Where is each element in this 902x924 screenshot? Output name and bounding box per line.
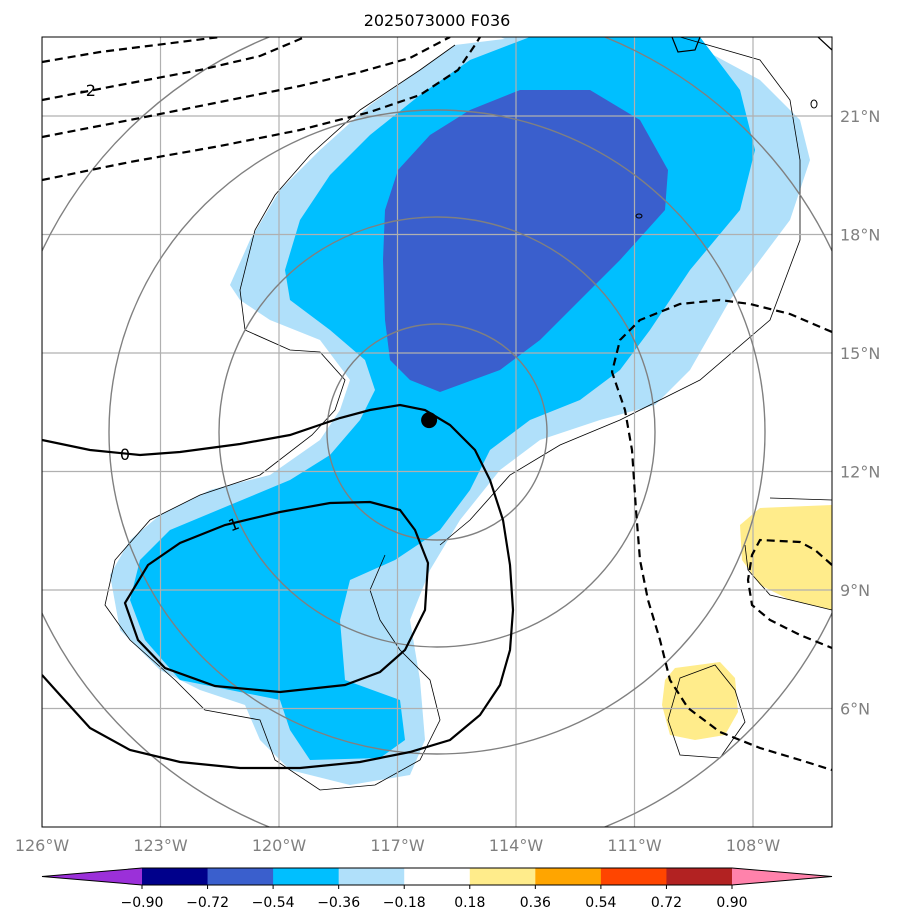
y-tick-label: 9°N bbox=[840, 581, 870, 600]
bold-contours bbox=[42, 37, 832, 772]
colorbar-segment bbox=[142, 868, 209, 885]
colorbar-label: 0.18 bbox=[454, 895, 485, 911]
contour-neg-east-small bbox=[746, 538, 832, 650]
y-tick-label: 6°N bbox=[840, 700, 870, 719]
grid-lines bbox=[42, 37, 832, 827]
small-contour-a bbox=[810, 99, 818, 109]
colorbar-segment bbox=[207, 868, 274, 885]
chart-title: 2025073000 F036 bbox=[364, 11, 511, 30]
thin-outline-yellow-south bbox=[667, 664, 746, 759]
contour-label-0: 0 bbox=[120, 445, 130, 464]
colorbar-label: 0.72 bbox=[651, 895, 682, 911]
x-tick-label: 123°W bbox=[133, 836, 188, 855]
contour-neg-east bbox=[610, 298, 832, 772]
colorbar-label: 0.36 bbox=[520, 895, 551, 911]
colorbar-label: 0.54 bbox=[585, 895, 616, 911]
colorbar-segment bbox=[273, 868, 340, 885]
colorbar-segment bbox=[600, 868, 667, 885]
x-tick-label: 108°W bbox=[726, 836, 781, 855]
x-tick-label: 114°W bbox=[489, 836, 544, 855]
colorbar-segment bbox=[535, 868, 602, 885]
colorbar-label: −0.18 bbox=[383, 895, 426, 911]
y-tick-label: 12°N bbox=[840, 463, 880, 482]
colorbar-extend-low bbox=[42, 868, 142, 885]
y-tick-label: 21°N bbox=[840, 107, 880, 126]
map-area: -2 0 1 bbox=[42, 37, 832, 827]
shading-deep-blue bbox=[383, 90, 668, 392]
contour-1 bbox=[123, 500, 430, 694]
range-ring-1 bbox=[326, 323, 548, 541]
colorbar-label: 0.90 bbox=[716, 895, 747, 911]
x-tick-label: 120°W bbox=[252, 836, 307, 855]
thin-outline-west bbox=[104, 44, 456, 791]
x-tick-label: 126°W bbox=[15, 836, 70, 855]
range-ring-3 bbox=[108, 109, 766, 755]
x-tick-label: 117°W bbox=[370, 836, 425, 855]
thin-outline-east bbox=[439, 37, 801, 546]
center-marker bbox=[421, 412, 438, 429]
colorbar: −0.90 −0.72 −0.54 −0.36 −0.18 0.18 0.36 0.54 0.7… bbox=[41, 867, 833, 911]
colorbar-extend-high bbox=[732, 868, 832, 885]
colorbar-label: −0.72 bbox=[186, 895, 229, 911]
thin-outline-yellow-east bbox=[744, 497, 832, 611]
thin-contour-north bbox=[671, 37, 832, 53]
shading-yellow-south bbox=[662, 662, 738, 740]
range-rings bbox=[42, 37, 832, 827]
y-axis-ticks: 6°N 9°N 12°N 15°N 18°N 21°N bbox=[840, 107, 880, 719]
shading-yellow-east bbox=[740, 505, 832, 610]
y-tick-label: 15°N bbox=[840, 344, 880, 363]
y-tick-label: 18°N bbox=[840, 226, 880, 245]
colorbar-label: −0.90 bbox=[121, 895, 164, 911]
range-ring-2 bbox=[218, 216, 656, 648]
contour-label-neg2: -2 bbox=[80, 81, 96, 100]
map-border bbox=[41, 36, 833, 828]
colorbar-segment bbox=[666, 868, 733, 885]
colorbar-segment bbox=[469, 868, 536, 885]
x-axis-ticks: 126°W 123°W 120°W 117°W 114°W 111°W 108°W bbox=[15, 836, 781, 855]
colorbar-label: −0.54 bbox=[252, 895, 295, 911]
colorbar-segment bbox=[404, 868, 471, 885]
contour-neg-1 bbox=[42, 37, 481, 182]
x-tick-label: 111°W bbox=[607, 836, 662, 855]
colorbar-segment bbox=[338, 868, 405, 885]
colorbar-label: −0.36 bbox=[317, 895, 360, 911]
contour-0 bbox=[42, 403, 515, 770]
small-contour-b bbox=[635, 213, 643, 219]
